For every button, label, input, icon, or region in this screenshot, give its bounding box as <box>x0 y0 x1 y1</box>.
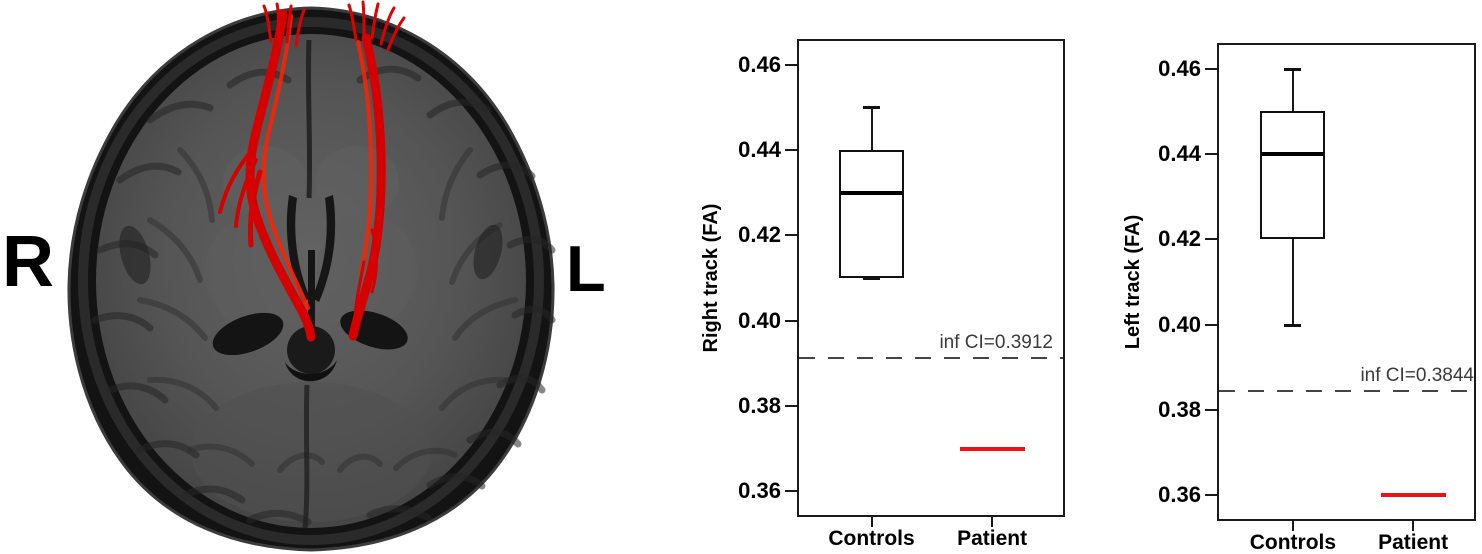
box-median <box>1262 152 1324 156</box>
y-tick-mark <box>1205 153 1217 155</box>
y-tick-mark <box>1205 494 1217 497</box>
y-tick-mark <box>1205 323 1217 326</box>
whisker-upper <box>870 107 873 150</box>
y-tick-label: 0.44 <box>1158 141 1201 166</box>
y-tick-mark <box>785 234 797 237</box>
whisker-cap-min <box>863 277 880 280</box>
x-category-label: Patient <box>957 527 1028 550</box>
y-tick-mark <box>1205 67 1217 70</box>
fiber-tract-left <box>347 0 406 341</box>
orientation-label-left: L <box>566 232 606 305</box>
y-tick-mark <box>1205 238 1217 241</box>
orientation-label-right: R <box>2 222 54 302</box>
x-tick-mark <box>1291 521 1294 531</box>
y-tick-label: 0.42 <box>738 222 781 248</box>
reference-dashed-line <box>1219 390 1474 393</box>
y-tick-mark <box>785 490 797 493</box>
y-tick-label: 0.42 <box>1158 226 1201 252</box>
y-tick-label: 0.38 <box>1158 397 1201 422</box>
ventricles <box>119 39 503 529</box>
y-tick-label: 0.46 <box>738 51 781 77</box>
box-median <box>841 190 902 195</box>
reference-line-label: inf CI=0.3912 <box>939 332 1053 354</box>
box-iqr <box>1260 111 1326 240</box>
patient-value-line <box>959 446 1025 451</box>
y-tick-label: 0.40 <box>738 307 781 333</box>
y-tick-label: 0.44 <box>738 137 781 162</box>
x-category-label: Patient <box>1378 531 1449 554</box>
y-tick-label: 0.40 <box>1158 311 1201 337</box>
y-tick-label: 0.38 <box>738 393 781 418</box>
whisker-cap-min <box>1284 323 1302 327</box>
reference-line-label: inf CI=0.3844 <box>1360 365 1474 387</box>
whisker-cap-max <box>863 106 880 110</box>
y-tick-label: 0.46 <box>1158 55 1201 81</box>
y-tick-label: 0.36 <box>1158 482 1201 508</box>
x-category-label: Controls <box>1249 531 1337 554</box>
y-tick-mark <box>1205 409 1217 411</box>
whisker-cap-max <box>1284 67 1302 71</box>
plot-frame-1 <box>1217 43 1476 521</box>
box-iqr <box>839 150 904 278</box>
y-tick-label: 0.36 <box>738 478 781 504</box>
y-tick-mark <box>785 149 797 151</box>
x-tick-mark <box>870 517 873 527</box>
y-tick-mark <box>785 319 797 322</box>
sulci-inner <box>137 147 518 473</box>
y-axis-title: Right track (FA) <box>700 203 722 353</box>
whisker-lower <box>1291 239 1294 325</box>
patient-value-line <box>1380 493 1446 498</box>
whisker-upper <box>1291 68 1294 112</box>
y-tick-mark <box>785 405 797 407</box>
x-tick-mark <box>991 517 994 527</box>
axial-brain-mri <box>67 0 556 552</box>
y-tick-mark <box>785 63 797 66</box>
plot-frame-0 <box>797 39 1065 517</box>
x-tick-mark <box>1412 521 1415 531</box>
x-category-label: Controls <box>828 527 915 550</box>
reference-dashed-line <box>799 357 1063 360</box>
fiber-tract-right <box>218 2 316 342</box>
y-axis-title: Left track (FA) <box>1122 214 1144 350</box>
